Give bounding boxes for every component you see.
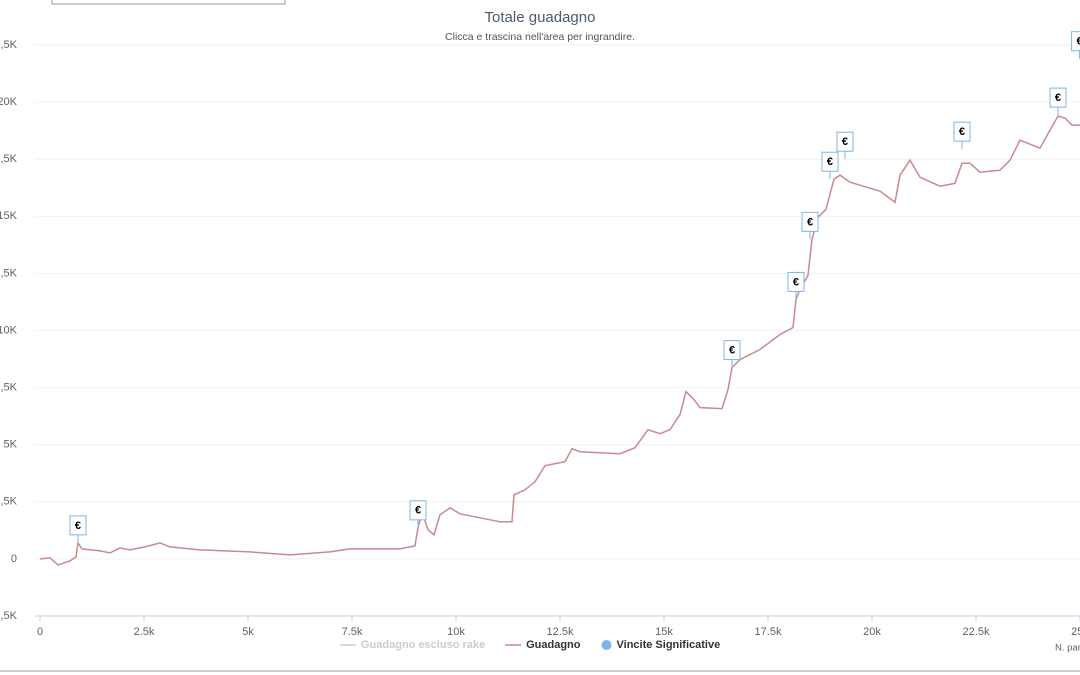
chart-subtitle: Clicca e trascina nell'area per ingrandi… xyxy=(445,31,635,43)
flag xyxy=(801,211,819,232)
y-tick-label: 5K xyxy=(4,439,18,451)
y-tick-label: 12,5K xyxy=(0,267,18,279)
legend-symbol xyxy=(601,640,612,650)
flag-label: € xyxy=(1077,36,1080,48)
y-tick-label: 20K xyxy=(0,96,18,108)
x-tick-label: 0 xyxy=(37,626,43,638)
x-tick-label: 12.5k xyxy=(547,626,574,638)
flag-label: € xyxy=(807,216,813,228)
flag-label: € xyxy=(415,505,421,517)
x-tick-label: 10k xyxy=(447,626,465,638)
flag xyxy=(69,515,87,536)
flag-label: € xyxy=(75,520,81,532)
x-tick-label: 7.5k xyxy=(342,626,363,638)
x-axis-label: N. partite xyxy=(1055,643,1080,654)
legend-label[interactable]: Guadagno xyxy=(526,639,581,651)
flag-label: € xyxy=(827,156,833,168)
flag xyxy=(953,121,971,142)
y-tick-label: 17,5K xyxy=(0,153,18,165)
flag xyxy=(409,500,427,521)
y-tick-label: 2,5K xyxy=(0,496,18,508)
y-tick-label: 10K xyxy=(0,324,18,336)
chart-title: Totale guadagno xyxy=(485,9,596,26)
flag-label: € xyxy=(959,126,965,138)
flag-label: € xyxy=(793,276,799,288)
y-tick-label: 15K xyxy=(0,210,18,222)
x-tick-label: 25k xyxy=(1071,626,1080,638)
x-tick-label: 5k xyxy=(242,626,254,638)
y-tick-label: 7,5K xyxy=(0,382,18,394)
legend-label[interactable]: Guadagno escluso rake xyxy=(361,639,485,651)
x-tick-label: 22.5k xyxy=(963,626,990,638)
flag-label: € xyxy=(729,344,735,356)
x-tick-label: 2.5k xyxy=(134,626,155,638)
flag-label: € xyxy=(842,136,848,148)
flag xyxy=(821,151,839,172)
toolbar-box xyxy=(51,0,286,5)
y-tick-label: 22,5K xyxy=(0,39,18,51)
series-line xyxy=(39,115,1080,566)
x-tick-label: 20k xyxy=(863,626,881,638)
x-tick-label: 17.5k xyxy=(755,626,782,638)
legend-label[interactable]: Vincite Significative xyxy=(617,639,721,651)
flag xyxy=(723,340,741,361)
y-tick-label: 0 xyxy=(11,553,17,565)
flag-label: € xyxy=(1055,92,1061,104)
flag xyxy=(787,271,805,292)
flag xyxy=(1049,87,1067,108)
flag xyxy=(836,131,854,152)
y-tick-label: -2,5K xyxy=(0,610,18,622)
x-tick-label: 15k xyxy=(655,626,673,638)
